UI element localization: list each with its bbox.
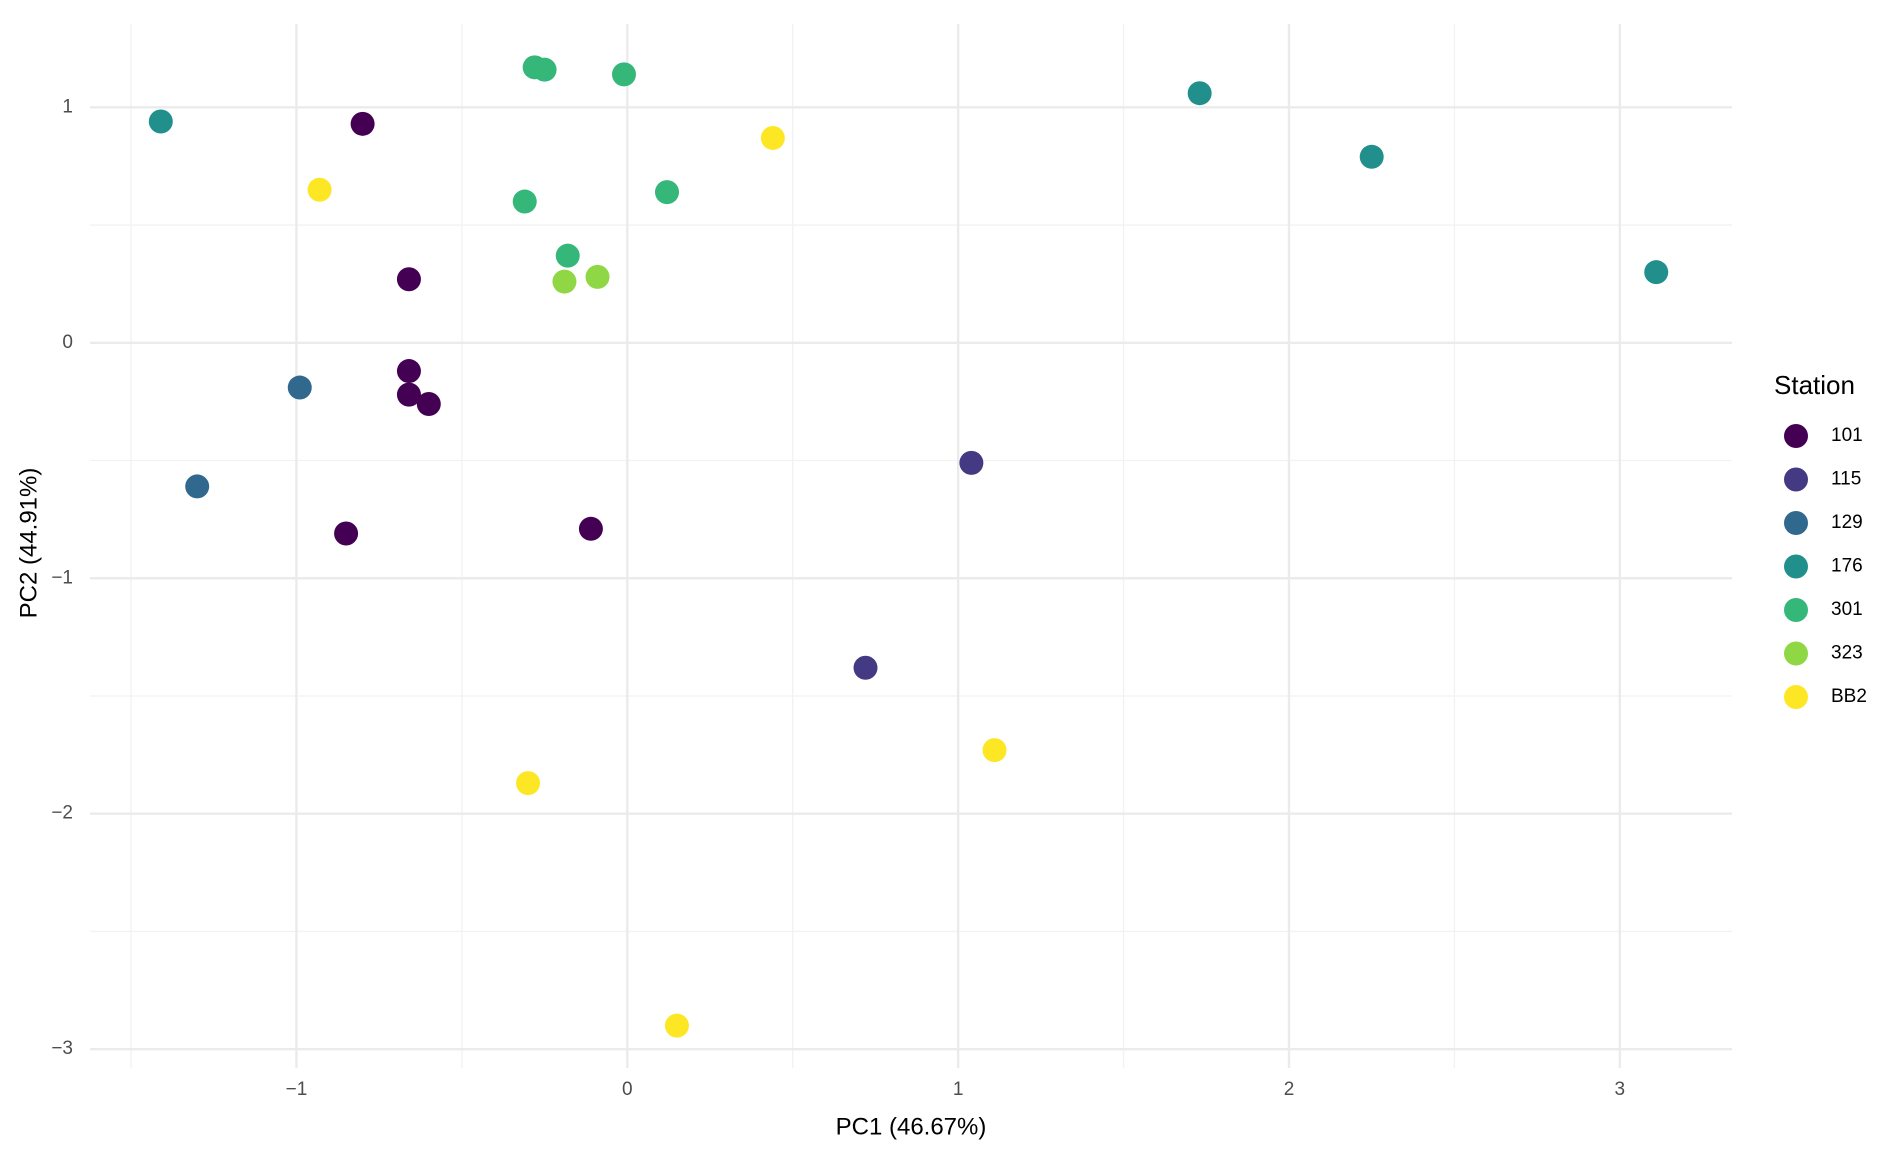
legend-label: 176 [1831,556,1863,577]
point [585,264,610,289]
point [307,177,332,202]
legend-label: 301 [1831,599,1863,620]
legend-swatch [1784,685,1808,709]
legend-label: BB2 [1831,686,1867,707]
point [555,243,580,268]
legend-swatch [1784,598,1808,622]
x-tick-label: 1 [953,1079,964,1100]
point [1644,260,1669,285]
point [185,474,210,499]
legend-swatch [1784,467,1808,492]
point [1359,144,1384,169]
x-tick-label: 0 [622,1079,633,1100]
point [959,450,984,475]
y-tick-label: −2 [51,803,73,824]
point [532,57,557,82]
legend-label: 129 [1831,512,1863,533]
point [334,521,359,546]
legend-label: 115 [1831,469,1861,490]
legend-swatch [1784,424,1808,448]
x-tick-label: 2 [1284,1079,1295,1100]
legend-title: Station [1774,370,1855,400]
y-tick-label: 0 [62,332,73,353]
point [396,359,421,384]
legend-swatch [1784,511,1808,535]
legend-label: 101 [1831,425,1863,446]
point [148,109,173,134]
legend-swatch [1784,641,1808,666]
y-tick-label: −3 [51,1038,73,1059]
point [350,111,375,136]
y-tick-label: 1 [62,96,73,117]
legend-label: 323 [1831,643,1863,664]
point [396,382,421,407]
point [760,125,785,150]
point [552,269,577,294]
point [396,267,421,292]
point [654,180,679,205]
point [516,771,541,796]
point [287,375,312,400]
grid [90,24,1732,1068]
point [416,392,441,417]
y-axis-title: PC2 (44.91%) [15,468,42,619]
point [1187,81,1212,106]
legend-swatch [1784,554,1808,579]
point [664,1013,689,1038]
y-tick-label: −1 [51,567,73,588]
point [611,62,636,87]
x-tick-label: 3 [1615,1079,1626,1100]
point [512,189,537,214]
point [982,738,1007,763]
x-axis-title: PC1 (46.67%) [836,1113,987,1140]
x-tick-label: −1 [286,1079,308,1100]
point [853,655,878,680]
point [578,516,603,541]
points [148,55,1669,1038]
